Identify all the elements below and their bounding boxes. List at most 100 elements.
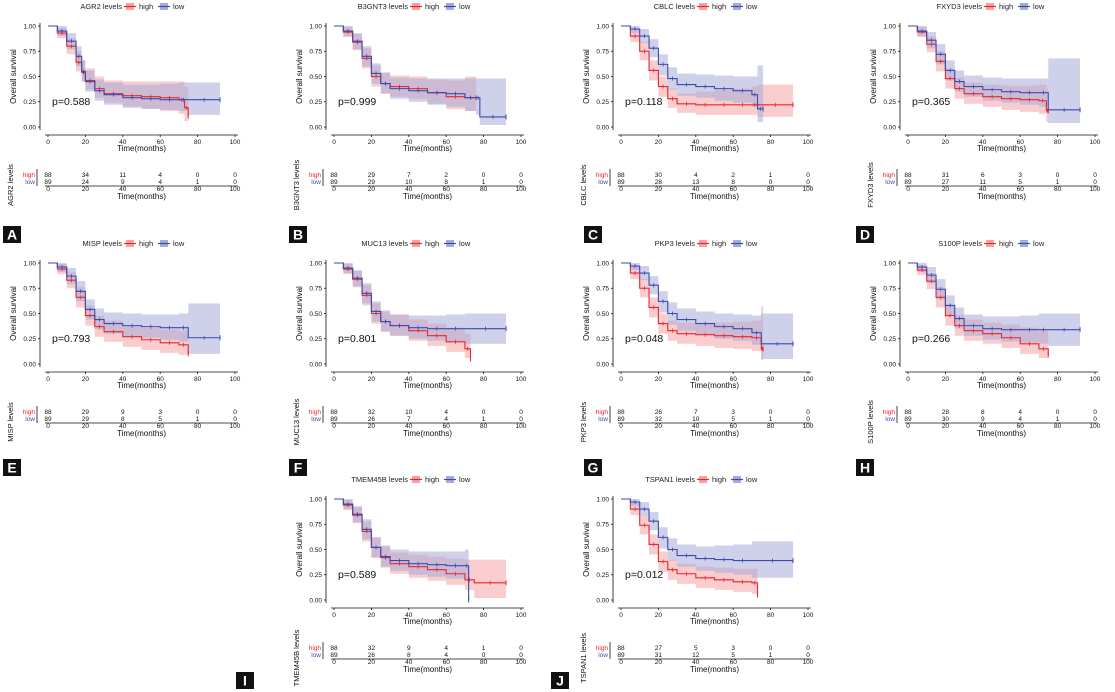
risk-count-high: 5 [694, 645, 698, 652]
x-tick-label: 100 [803, 139, 814, 146]
risk-count-low: 4 [444, 652, 448, 659]
risk-row-label-high: high [23, 172, 36, 179]
y-tick-label: 0.50 [596, 547, 609, 554]
p-value: p=0.365 [912, 96, 950, 108]
risk-row-label-high: high [596, 172, 609, 179]
y-tick-label: 1.00 [596, 260, 609, 267]
ci-band-low [334, 499, 469, 600]
y-tick-label: 0.75 [23, 286, 36, 293]
risk-x-axis-label: Time(months) [117, 429, 166, 438]
risk-count-high: 0 [233, 409, 237, 416]
panel-badge-bg [289, 459, 307, 476]
y-tick-label: 0.75 [309, 286, 322, 293]
risk-count-low: 1 [769, 652, 773, 659]
risk-x-tick-label: 100 [803, 186, 814, 193]
risk-count-low: 0 [233, 179, 237, 186]
risk-count-low: 29 [82, 416, 90, 423]
risk-x-tick-label: 80 [194, 423, 202, 430]
x-tick-label: 100 [516, 376, 527, 383]
risk-x-tick-label: 60 [443, 423, 451, 430]
y-tick-label: 0.75 [883, 49, 896, 56]
risk-x-tick-label: 80 [480, 423, 488, 430]
legend-label-low: low [746, 239, 758, 248]
risk-x-axis-label: Time(months) [117, 192, 166, 201]
ci-band-low [621, 26, 764, 122]
risk-count-high: 9 [121, 409, 125, 416]
risk-count-low: 5 [731, 652, 735, 659]
km-curve-low [621, 498, 794, 562]
x-tick-label: 100 [230, 376, 241, 383]
panel-badge-bg [856, 226, 874, 243]
risk-count-low: 5 [158, 416, 162, 423]
panel-title: TSPAN1 levels [645, 475, 695, 484]
panel-badge-bg [584, 459, 602, 476]
y-tick-label: 0.25 [883, 99, 896, 106]
risk-count-low: 1 [482, 416, 486, 423]
risk-count-low: 89 [330, 416, 338, 423]
y-tick-label: 0.75 [596, 286, 609, 293]
x-tick-label: 20 [82, 139, 90, 146]
risk-count-low: 28 [655, 179, 663, 186]
panel-badge: J [551, 672, 569, 689]
x-tick-label: 20 [368, 376, 376, 383]
km-curve-high [908, 25, 1049, 112]
risk-x-tick-label: 80 [480, 659, 488, 666]
ci-band-low [621, 499, 794, 578]
risk-x-tick-label: 80 [767, 659, 775, 666]
risk-count-high: 26 [655, 409, 663, 416]
risk-x-axis-label: Time(months) [690, 665, 739, 674]
panel-badge-bg [3, 226, 21, 243]
risk-x-tick-label: 20 [82, 423, 90, 430]
km-curve-low [621, 25, 764, 110]
risk-count-low: 8 [444, 179, 448, 186]
risk-x-tick-label: 40 [405, 423, 413, 430]
risk-x-tick-label: 0 [619, 186, 623, 193]
ci-band-low [908, 26, 1081, 123]
panel-badge: I [236, 672, 254, 689]
x-tick-label: 20 [655, 139, 663, 146]
risk-count-high: 8 [981, 409, 985, 416]
risk-row-label-high: high [596, 645, 609, 652]
x-tick-label: 80 [767, 376, 775, 383]
y-tick-label: 0.25 [596, 99, 609, 106]
x-tick-label: 20 [655, 612, 663, 619]
risk-count-low: 10 [405, 179, 413, 186]
y-tick-label: 0.50 [596, 74, 609, 81]
risk-x-tick-label: 100 [803, 423, 814, 430]
risk-x-tick-label: 40 [979, 186, 987, 193]
y-tick-label: 0.00 [596, 361, 609, 368]
x-tick-label: 20 [82, 376, 90, 383]
risk-count-low: 89 [330, 652, 338, 659]
km-curve-high [48, 25, 189, 116]
p-value: p=0.801 [338, 333, 376, 345]
x-tick-label: 60 [443, 139, 451, 146]
ci-band-low [334, 263, 507, 344]
risk-row-label-low: low [598, 416, 608, 423]
y-tick-label: 0.00 [596, 597, 609, 604]
risk-count-high: 0 [1093, 172, 1097, 179]
legend-label-high: high [139, 2, 153, 11]
panel-badge-bg [3, 459, 21, 476]
panel-badge-letter: G [588, 460, 599, 476]
legend-label-low: low [746, 475, 758, 484]
panel-title: B3GNT3 levels [358, 2, 409, 11]
risk-x-tick-label: 100 [516, 186, 527, 193]
ci-band-high [621, 499, 758, 599]
panel-badge: F [289, 459, 307, 476]
risk-x-tick-label: 20 [368, 186, 376, 193]
y-tick-label: 0.25 [23, 336, 36, 343]
x-tick-label: 80 [767, 139, 775, 146]
panel-badge: G [584, 459, 602, 476]
risk-x-tick-label: 20 [82, 186, 90, 193]
risk-row-label-low: low [25, 179, 35, 186]
p-value: p=0.999 [338, 96, 376, 108]
risk-count-low: 0 [233, 416, 237, 423]
risk-x-axis-label: Time(months) [403, 192, 452, 201]
ci-band-low [334, 26, 507, 125]
risk-count-high: 88 [617, 172, 625, 179]
risk-x-axis-label: Time(months) [977, 192, 1026, 201]
x-tick-label: 80 [194, 139, 202, 146]
y-axis-label: Overall survival [295, 286, 304, 341]
